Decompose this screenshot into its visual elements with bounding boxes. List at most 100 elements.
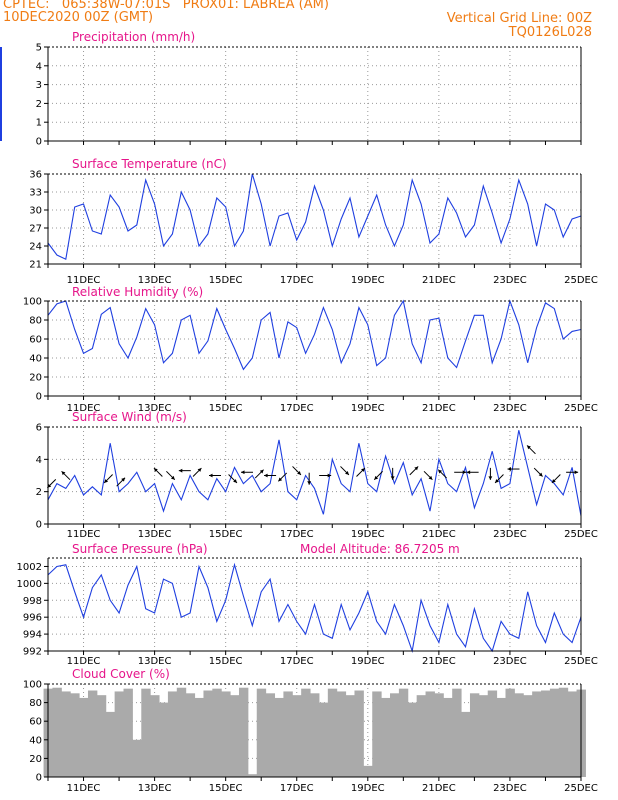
y-tick-label: 996 bbox=[23, 613, 42, 624]
series-line bbox=[47, 173, 582, 261]
cloud-bar bbox=[318, 702, 329, 777]
wind-arrow bbox=[437, 469, 447, 479]
wind-arrow-head bbox=[240, 470, 245, 475]
x-tick-label: 13DEC bbox=[138, 403, 172, 414]
y-tick-label: 994 bbox=[23, 630, 42, 641]
y-tick-label: 30 bbox=[29, 206, 42, 217]
x-tick-label: 25DEC bbox=[564, 403, 598, 414]
x-tick-label: 11DEC bbox=[67, 403, 101, 414]
y-tick-label: 27 bbox=[29, 224, 42, 235]
x-tick-label: 23DEC bbox=[493, 275, 527, 286]
wind-arrow-head bbox=[259, 469, 264, 474]
wind-arrow bbox=[307, 472, 312, 485]
cloud-bar bbox=[363, 765, 373, 777]
wind-arrow bbox=[153, 467, 163, 477]
cloud-bar bbox=[274, 697, 284, 777]
cloud-bar bbox=[61, 691, 71, 777]
x-tick-label: 23DEC bbox=[493, 529, 527, 540]
cloud-bar bbox=[212, 688, 222, 777]
cloud-bar bbox=[345, 695, 355, 777]
x-tick-label: 21DEC bbox=[422, 275, 456, 286]
y-tick-label: 80 bbox=[29, 316, 42, 327]
x-tick-label: 19DEC bbox=[351, 656, 385, 667]
wind-arrow bbox=[46, 479, 57, 489]
cloud-bar bbox=[336, 691, 347, 777]
y-tick-label: 3 bbox=[36, 80, 42, 91]
cloud-bar bbox=[381, 697, 391, 777]
x-tick-label: 23DEC bbox=[493, 403, 527, 414]
panel-title: Surface Temperature (nC) bbox=[72, 157, 227, 171]
y-tick-label: 60 bbox=[29, 335, 42, 346]
wind-arrow bbox=[390, 467, 395, 480]
wind-arrow bbox=[319, 473, 332, 478]
wind-arrow bbox=[551, 474, 561, 484]
x-tick-label: 23DEC bbox=[493, 656, 527, 667]
x-tick-label: 13DEC bbox=[138, 783, 172, 794]
header-model-code: TQ0126L028 bbox=[508, 25, 592, 40]
cloud-bar bbox=[185, 693, 196, 777]
wind-arrow bbox=[466, 470, 479, 475]
wind-arrow-head bbox=[297, 471, 301, 475]
x-tick-label: 13DEC bbox=[138, 656, 172, 667]
y-tick-label: 20 bbox=[29, 373, 42, 384]
y-tick-label: 80 bbox=[29, 698, 42, 709]
x-tick-label: 17DEC bbox=[280, 656, 314, 667]
y-tick-label: 40 bbox=[29, 735, 42, 746]
panel-subtitle: Model Altitude: 86.7205 m bbox=[300, 542, 460, 556]
panel-3: 0 20 40 60 80 100 11DEC 13DEC 15DEC 17DEC 19DEC 21D… bbox=[23, 285, 598, 414]
cloud-bar bbox=[558, 687, 569, 777]
header-init-date: 10DEC2020 00Z (GMT) bbox=[3, 10, 154, 25]
wind-arrow bbox=[409, 466, 419, 476]
cloud-bar bbox=[132, 739, 142, 777]
cloud-bar bbox=[478, 695, 489, 777]
panel-6: 0 20 40 60 80 100 11DEC 13DEC 15DEC 17DEC 19DEC 21D… bbox=[23, 667, 598, 794]
cloud-bar bbox=[452, 688, 462, 777]
wind-arrow-head bbox=[327, 473, 332, 478]
y-tick-label: 0 bbox=[36, 392, 42, 403]
x-tick-label: 15DEC bbox=[209, 656, 243, 667]
wind-arrow-head bbox=[462, 470, 467, 475]
y-tick-label: 33 bbox=[29, 188, 42, 199]
x-tick-label: 25DEC bbox=[564, 783, 598, 794]
wind-arrow-head bbox=[466, 470, 471, 475]
cloud-bar bbox=[96, 695, 107, 777]
cloud-bar bbox=[390, 693, 400, 777]
x-tick-label: 17DEC bbox=[280, 783, 314, 794]
cloud-bar bbox=[487, 690, 498, 777]
wind-arrow-head bbox=[374, 475, 379, 480]
x-tick-label: 19DEC bbox=[351, 403, 385, 414]
wind-arrow bbox=[61, 470, 71, 481]
cloud-bar bbox=[105, 711, 116, 777]
cloud-bar bbox=[310, 693, 320, 777]
panel-5: 992 994 996 998 1000 1002 11DEC 13DEC 15DEC 17DEC… bbox=[17, 542, 598, 667]
cloud-bar bbox=[327, 688, 338, 777]
y-tick-label: 100 bbox=[23, 297, 42, 308]
y-tick-label: 0 bbox=[36, 773, 42, 784]
x-tick-label: 19DEC bbox=[351, 783, 385, 794]
wind-arrow-head bbox=[233, 479, 237, 483]
cloud-bar bbox=[469, 693, 480, 777]
cloud-bar bbox=[87, 690, 98, 777]
wind-arrow-head bbox=[104, 479, 109, 483]
x-tick-label: 17DEC bbox=[280, 403, 314, 414]
wind-arrow-head bbox=[438, 469, 443, 474]
x-tick-label: 15DEC bbox=[209, 275, 243, 286]
cloud-bar bbox=[194, 697, 204, 777]
wind-arrow bbox=[292, 466, 302, 476]
x-tick-label: 21DEC bbox=[422, 656, 456, 667]
x-tick-label: 21DEC bbox=[422, 529, 456, 540]
y-tick-label: 24 bbox=[29, 242, 42, 253]
precip-bar bbox=[0, 47, 2, 141]
y-tick-label: 2 bbox=[36, 99, 42, 110]
y-tick-label: 6 bbox=[36, 423, 42, 434]
y-tick-label: 100 bbox=[23, 680, 42, 691]
y-tick-label: 2 bbox=[36, 487, 42, 498]
wind-arrow bbox=[423, 470, 433, 481]
header-grid-note: Vertical Grid Line: 00Z bbox=[446, 11, 592, 26]
y-tick-label: 1 bbox=[36, 118, 42, 129]
y-tick-label: 992 bbox=[23, 647, 42, 658]
wind-arrow bbox=[494, 474, 504, 484]
y-tick-label: 36 bbox=[29, 170, 42, 181]
cloud-bar bbox=[496, 697, 506, 777]
